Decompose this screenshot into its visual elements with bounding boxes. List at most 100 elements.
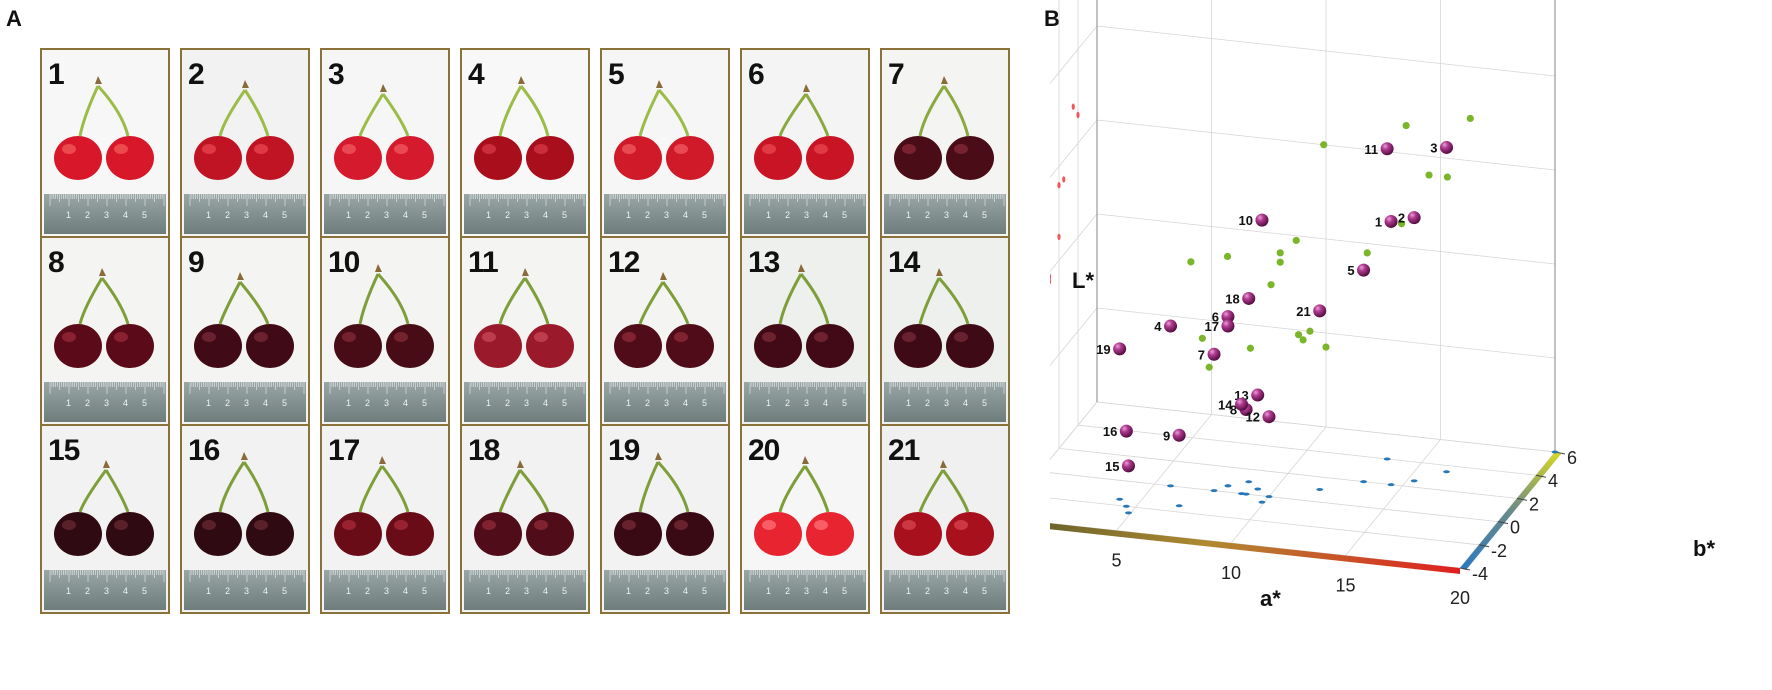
data-point-11	[1380, 142, 1394, 156]
ruler-label: 3	[944, 210, 949, 220]
ruler-label: 5	[702, 398, 707, 408]
ruler-label: 3	[524, 398, 529, 408]
ruler-label: 1	[766, 398, 771, 408]
sample-number: 16	[188, 434, 220, 467]
z-axis-title: L*	[1072, 268, 1094, 293]
projection-a-b	[1387, 483, 1395, 487]
ruler-label: 4	[543, 586, 548, 596]
ruler-label: 2	[505, 586, 510, 596]
cherry-photo-16: 16 1 2 3 4 5	[180, 424, 310, 614]
cherry-pair-image	[474, 460, 574, 556]
sample-number: 17	[328, 434, 360, 467]
cherry-pair-image	[54, 460, 154, 556]
x-axis-title: a*	[1260, 586, 1281, 611]
ruler-label: 5	[422, 398, 427, 408]
projection-a-l	[1198, 334, 1206, 342]
projection-a-l	[1322, 343, 1330, 351]
data-point-label: 14	[1218, 397, 1233, 412]
projection-a-b	[1125, 511, 1132, 515]
cherry-photo-3: 3 1 2 3 4 5	[320, 48, 450, 238]
ruler-label: 2	[505, 398, 510, 408]
y-tick-label: 6	[1567, 448, 1577, 468]
data-point-5	[1357, 263, 1371, 277]
ruler-label: 1	[626, 586, 631, 596]
sample-number: 4	[468, 58, 485, 91]
ruler-label: 5	[422, 586, 427, 596]
cherry-pair-image	[194, 272, 294, 368]
cherry-photo-8: 8 1 2 3 4 5	[40, 236, 170, 426]
ruler-label: 2	[505, 210, 510, 220]
cherry-pair-image	[194, 452, 294, 556]
ruler-label: 5	[982, 398, 987, 408]
projection-a-l	[1246, 344, 1255, 352]
ruler-label: 3	[384, 586, 389, 596]
cherry-pair-image	[894, 268, 994, 368]
ruler-label: 1	[486, 398, 491, 408]
x-tick-label: 15	[1335, 576, 1355, 596]
cherry-photo-20: 20 1 2 3 4 5	[740, 424, 870, 614]
projection-a-l	[1363, 249, 1371, 257]
projection-a-l	[1292, 236, 1300, 245]
ruler: 1 2 3 4 5	[184, 382, 306, 422]
cherry-photo-15: 15 1 2 3 4 5	[40, 424, 170, 614]
projection-a-b	[1410, 479, 1418, 483]
data-point-10	[1255, 213, 1269, 227]
chart-points: 123456789101112131415161718192021	[1096, 140, 1454, 474]
ruler-label: 5	[842, 398, 847, 408]
ruler-label: 1	[206, 210, 211, 220]
ruler-label: 5	[562, 210, 567, 220]
ruler-label: 3	[244, 210, 249, 220]
y-tick-label: -2	[1491, 541, 1507, 561]
ruler: 1 2 3 4 5	[604, 570, 726, 610]
sample-number: 10	[328, 246, 360, 279]
projection-a-l	[1276, 258, 1284, 266]
cherry-pair-image	[754, 84, 854, 180]
cherry-photo-11: 11 1 2 3 4 5	[460, 236, 590, 426]
cherry-pair-image	[474, 76, 574, 180]
cherry-pair-image	[754, 456, 854, 556]
ruler-label: 2	[645, 586, 650, 596]
cherry-photo-12: 12 1 2 3 4 5	[600, 236, 730, 426]
ruler-label: 5	[282, 210, 287, 220]
sample-number: 6	[748, 58, 765, 91]
ruler-label: 4	[543, 398, 548, 408]
projection-a-b	[1122, 504, 1130, 508]
ruler: 1 2 3 4 5	[184, 194, 306, 234]
data-point-14	[1235, 397, 1249, 411]
ruler-label: 3	[524, 210, 529, 220]
projection-a-l	[1306, 327, 1314, 335]
ruler-label: 2	[645, 398, 650, 408]
data-point-12	[1262, 410, 1276, 424]
ruler-label: 1	[486, 210, 491, 220]
ruler: 1 2 3 4 5	[464, 570, 586, 610]
sample-number: 14	[888, 246, 920, 279]
y-tick-label: 0	[1510, 518, 1520, 538]
ruler: 1 2 3 4 5	[44, 570, 166, 610]
y-tick-label: 2	[1529, 494, 1539, 514]
cherry-pair-image	[754, 264, 854, 368]
ruler-label: 3	[664, 586, 669, 596]
data-point-7	[1207, 347, 1221, 361]
ruler-label: 2	[365, 398, 370, 408]
cherry-pair-image	[334, 456, 434, 556]
projection-a-l	[1267, 281, 1275, 289]
cherry-pair-image	[334, 264, 434, 368]
data-point-label: 17	[1204, 319, 1218, 334]
ruler: 1 2 3 4 5	[464, 194, 586, 234]
projection-a-l	[1205, 363, 1213, 371]
ruler: 1 2 3 4 5	[464, 382, 586, 422]
ruler-label: 4	[123, 398, 128, 408]
a-axis-bar	[1050, 523, 1460, 574]
data-point-label: 7	[1198, 347, 1205, 362]
cherry-photo-17: 17 1 2 3 4 5	[320, 424, 450, 614]
y-tick-label: 4	[1548, 471, 1558, 491]
ruler: 1 2 3 4 5	[744, 382, 866, 422]
ruler-label: 4	[263, 586, 268, 596]
ruler-label: 3	[664, 210, 669, 220]
projection-a-b	[1245, 480, 1253, 484]
cherry-pair-image	[894, 460, 994, 556]
ruler-label: 1	[626, 398, 631, 408]
cherry-photo-4: 4 1 2 3 4 5	[460, 48, 590, 238]
cherry-photo-2: 2 1 2 3 4 5	[180, 48, 310, 238]
data-point-label: 9	[1163, 428, 1170, 443]
